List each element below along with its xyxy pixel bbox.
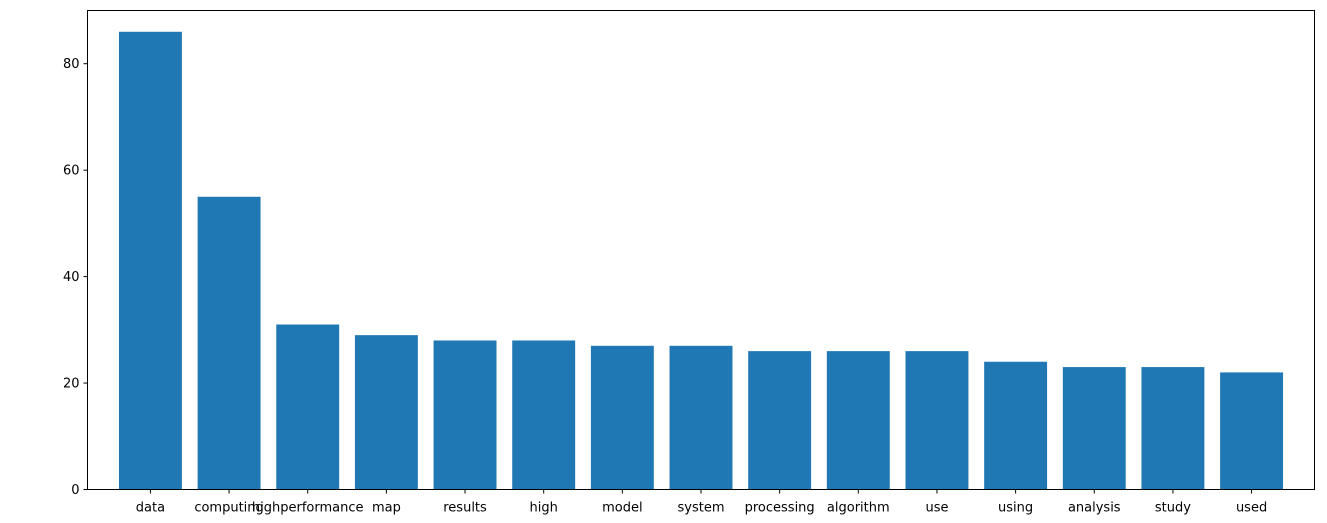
bars-group: [118, 31, 1284, 490]
x-tick-label: use: [925, 501, 948, 516]
bar-use: [905, 351, 969, 490]
bar-data: [118, 31, 182, 490]
y-tick-label: 80: [63, 57, 80, 72]
bar-study: [1141, 367, 1205, 490]
y-tick-label: 0: [71, 483, 79, 498]
x-tick-label: high: [530, 501, 558, 516]
x-tick-label: data: [136, 501, 165, 516]
y-axis-ticks: 0 20 40 60 80: [63, 57, 88, 498]
bar-analysis: [1062, 367, 1126, 490]
x-tick-label: using: [998, 501, 1033, 516]
x-tick-label: analysis: [1068, 501, 1121, 516]
x-tick-label: used: [1236, 501, 1267, 516]
x-tick-label: system: [678, 501, 725, 516]
bar-highperformance: [276, 324, 340, 490]
x-tick-label: map: [372, 501, 401, 516]
bar-using: [984, 361, 1048, 490]
bar-processing: [748, 351, 812, 490]
x-tick-label: study: [1155, 501, 1191, 516]
x-tick-label: model: [602, 501, 642, 516]
x-tick-label: algorithm: [827, 501, 890, 516]
axes-frame: [87, 10, 1315, 490]
bar-used: [1220, 372, 1284, 490]
x-tick-label: highperformance: [252, 501, 364, 516]
bar-results: [433, 340, 497, 490]
bar-high: [512, 340, 576, 490]
bar-algorithm: [826, 351, 890, 490]
bar-system: [669, 345, 733, 490]
x-tick-label: processing: [745, 501, 815, 516]
y-tick-label: 20: [63, 377, 80, 392]
bar-computing: [197, 196, 261, 490]
bar-model: [590, 345, 654, 490]
bar-map: [354, 335, 418, 490]
x-tick-label: computing: [194, 501, 263, 516]
y-tick-label: 40: [63, 270, 80, 285]
x-tick-label: results: [443, 501, 487, 516]
y-tick-label: 60: [63, 164, 80, 179]
